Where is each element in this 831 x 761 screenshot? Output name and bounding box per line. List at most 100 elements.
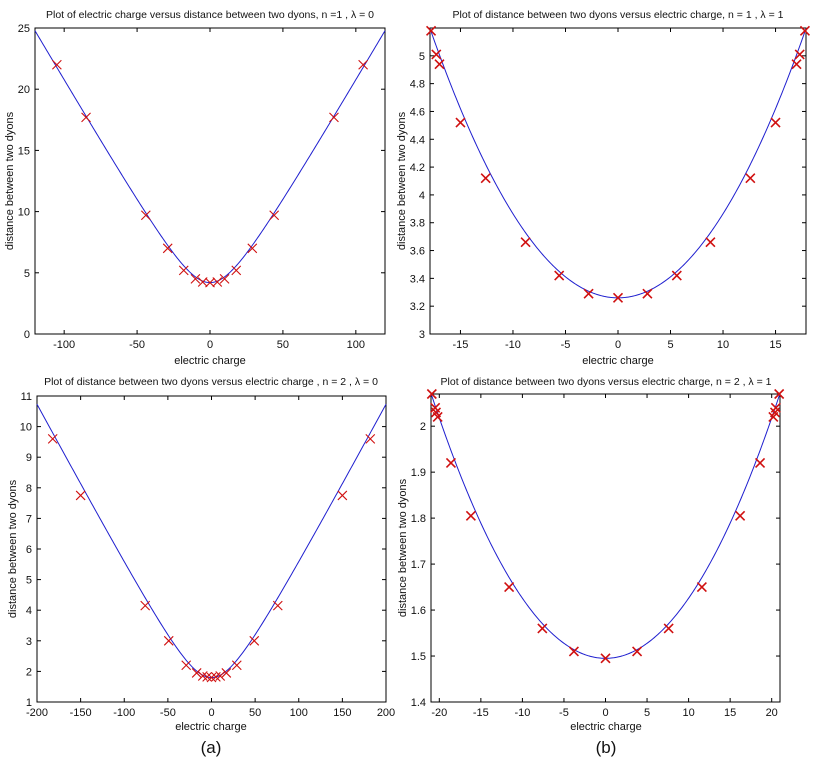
data-point-marker [140, 210, 151, 221]
x-tick-label: 5 [644, 707, 650, 719]
y-tick-label: 11 [21, 391, 32, 403]
data-point-marker [791, 59, 802, 70]
y-tick-label: 25 [18, 23, 30, 35]
x-tick-label: -100 [53, 339, 75, 351]
data-point-marker [671, 270, 682, 281]
y-tick-label: 10 [20, 422, 32, 434]
x-tick-label: -10 [505, 339, 521, 351]
axis-ticks: -100 -50 0 50 100 0 5 10 15 20 25 [18, 23, 385, 351]
data-point-marker [162, 243, 173, 254]
chart-panel-top-right: Plot of distance between two dyons versu… [396, 9, 811, 367]
chart-title: Plot of electric charge versus distance … [46, 9, 374, 21]
data-point-marker [163, 635, 174, 646]
chart-title: Plot of distance between two dyons versu… [44, 376, 378, 388]
y-tick-label: 1.8 [411, 513, 426, 525]
data-point-marker [215, 671, 226, 681]
data-markers [51, 59, 369, 288]
y-tick-label: 4 [26, 605, 32, 617]
data-point-marker [206, 672, 217, 683]
data-point-marker [445, 457, 457, 469]
data-point-marker [272, 600, 283, 611]
x-tick-label: -15 [473, 707, 489, 719]
x-tick-label: -50 [160, 707, 176, 719]
data-point-marker [770, 402, 781, 413]
data-point-marker [520, 237, 531, 248]
data-point-marker [465, 510, 476, 521]
y-tick-label: 6 [26, 544, 32, 556]
data-point-marker [190, 274, 201, 284]
x-tick-label: 0 [602, 707, 608, 719]
y-tick-label: 9 [26, 452, 32, 464]
y-tick-label: 3.8 [410, 218, 425, 230]
data-point-marker [431, 49, 442, 60]
y-tick-label: 8 [26, 483, 32, 495]
y-tick-label: 1.5 [411, 651, 426, 663]
data-point-marker [249, 635, 260, 646]
data-point-marker [480, 173, 491, 184]
data-point-marker [770, 117, 781, 128]
data-point-marker [81, 112, 91, 123]
chart-panel-bottom-left: Plot of distance between two dyons versu… [7, 376, 395, 733]
data-point-marker [221, 668, 232, 678]
plot-frame [36, 395, 387, 703]
data-point-marker [794, 49, 805, 60]
data-point-marker [455, 117, 466, 128]
x-tick-label: -10 [514, 707, 530, 719]
chart-panel-top-left: Plot of electric charge versus distance … [4, 9, 386, 367]
x-axis-label: electric charge [582, 355, 654, 367]
x-tick-label: 5 [667, 339, 673, 351]
data-point-marker [231, 265, 242, 276]
x-tick-label: 150 [333, 707, 351, 719]
x-tick-label: 100 [290, 707, 308, 719]
x-tick-label: 50 [277, 339, 289, 351]
x-axis-label: electric charge [175, 721, 247, 733]
x-tick-label: 15 [724, 707, 736, 719]
data-point-marker [140, 600, 151, 611]
panel-label-a: (a) [201, 738, 222, 757]
data-point-marker [735, 510, 746, 521]
data-point-marker [612, 292, 624, 303]
x-tick-label: -20 [431, 707, 447, 719]
data-point-marker [219, 274, 230, 284]
data-point-marker [75, 490, 86, 501]
x-tick-label: 0 [208, 707, 214, 719]
data-point-marker [231, 660, 242, 671]
data-point-marker [554, 270, 565, 281]
data-point-marker [799, 25, 811, 36]
y-axis-label: distance between two dyons [396, 111, 408, 250]
data-point-marker [426, 388, 437, 400]
data-point-marker [642, 288, 653, 299]
y-axis-label: distance between two dyons [397, 478, 409, 617]
y-tick-label: 3 [419, 329, 425, 341]
data-point-marker [358, 59, 369, 70]
data-point-marker [365, 433, 376, 444]
data-point-marker [504, 582, 515, 593]
data-point-marker [47, 433, 58, 444]
data-point-marker [212, 277, 223, 287]
axis-ticks: -15 -10 -5 0 5 10 15 3 3.2 3.4 3.6 3.8 4 4.2 4.4 4.6 4.8… [410, 28, 806, 351]
y-tick-label: 3.6 [410, 246, 425, 258]
y-tick-label: 4.6 [410, 106, 425, 118]
chart-panel-bottom-right: Plot of distance between two dyons versu… [397, 376, 785, 733]
y-tick-label: 4.8 [410, 79, 425, 91]
data-markers [425, 25, 811, 303]
y-tick-label: 3.4 [410, 273, 425, 285]
y-tick-label: 1.4 [411, 697, 426, 709]
y-tick-label: 0 [24, 329, 30, 341]
x-tick-label: 0 [207, 339, 213, 351]
data-point-marker [432, 411, 443, 423]
x-tick-label: 200 [377, 707, 395, 719]
y-tick-label: 1 [26, 697, 32, 709]
data-point-marker [247, 243, 258, 254]
plot-frame [430, 393, 781, 703]
y-axis-label: distance between two dyons [4, 111, 16, 250]
data-point-marker [774, 388, 785, 400]
x-tick-label: 100 [347, 339, 365, 351]
x-tick-label: -150 [70, 707, 92, 719]
y-tick-label: 20 [18, 84, 30, 96]
y-tick-label: 2 [420, 421, 426, 433]
data-point-marker [337, 490, 348, 501]
data-point-marker [568, 646, 579, 657]
y-tick-label: 3.2 [410, 301, 425, 313]
x-tick-label: -100 [113, 707, 135, 719]
